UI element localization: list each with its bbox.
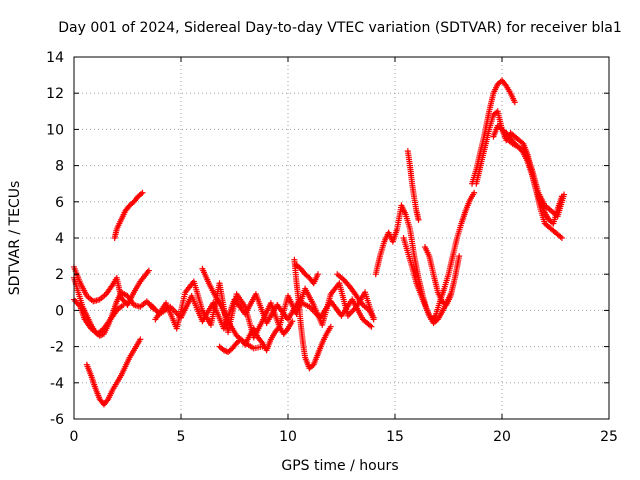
- grid-lines: [74, 57, 609, 419]
- y-tick-label: 10: [46, 122, 64, 138]
- data-point: [139, 189, 146, 196]
- data-point: [314, 271, 321, 278]
- y-tick-label: 4: [55, 231, 64, 247]
- data-point: [471, 189, 478, 196]
- data-point: [558, 235, 565, 241]
- data-point: [456, 253, 463, 260]
- data-point: [370, 314, 377, 321]
- data-point: [415, 216, 422, 223]
- data-point: [502, 81, 509, 88]
- data-point: [368, 323, 375, 330]
- series-track-k: [293, 262, 321, 287]
- y-tick-label: 2: [55, 267, 64, 283]
- data-point: [283, 326, 290, 333]
- x-tick-label: 5: [177, 429, 186, 445]
- series-track-e: [111, 189, 146, 241]
- x-tick-label: 25: [600, 429, 618, 445]
- data-point: [104, 397, 111, 404]
- y-tick-label: 0: [55, 303, 64, 319]
- series-track-h: [199, 265, 266, 352]
- y-tick-label: -6: [50, 412, 64, 428]
- y-tick-label: 6: [55, 195, 64, 211]
- data-points: [71, 77, 568, 408]
- series-track-m: [372, 189, 478, 323]
- series-track-p: [421, 244, 463, 308]
- y-tick-label: -2: [50, 340, 64, 356]
- series-track-b: [71, 263, 152, 308]
- y-tick-label: 14: [46, 50, 64, 66]
- x-tick-label: 20: [493, 429, 511, 445]
- y-axis-label: SDTVAR / TECUs: [7, 181, 23, 296]
- data-point: [289, 318, 296, 325]
- series-track-c: [71, 296, 127, 337]
- series-track-o: [404, 148, 422, 223]
- data-point: [561, 191, 568, 198]
- x-axis-label: GPS time / hours: [281, 458, 398, 474]
- series-track-i: [216, 318, 296, 356]
- data-point: [258, 338, 265, 345]
- x-tick-label: 0: [70, 429, 79, 445]
- series-track-l: [334, 271, 377, 321]
- x-tick-label: 10: [279, 429, 297, 445]
- data-point: [137, 336, 144, 343]
- data-point: [145, 267, 152, 274]
- data-point: [511, 99, 518, 106]
- x-tick-label: 15: [386, 429, 404, 445]
- data-point: [327, 323, 334, 330]
- y-tick-label: 8: [55, 159, 64, 175]
- series-track-t: [503, 135, 568, 220]
- chart-title: Day 001 of 2024, Sidereal Day-to-day VTE…: [58, 20, 621, 36]
- y-tick-label: 12: [46, 86, 64, 102]
- y-tick-label: -4: [50, 376, 64, 392]
- axis-ticks: 0 5 10 15 20 25 -6 -4 -2 0 2 4 6 8 10 12 14: [46, 50, 618, 445]
- series-track-d: [83, 336, 144, 408]
- series-track-j: [291, 256, 334, 372]
- data-point: [120, 301, 127, 308]
